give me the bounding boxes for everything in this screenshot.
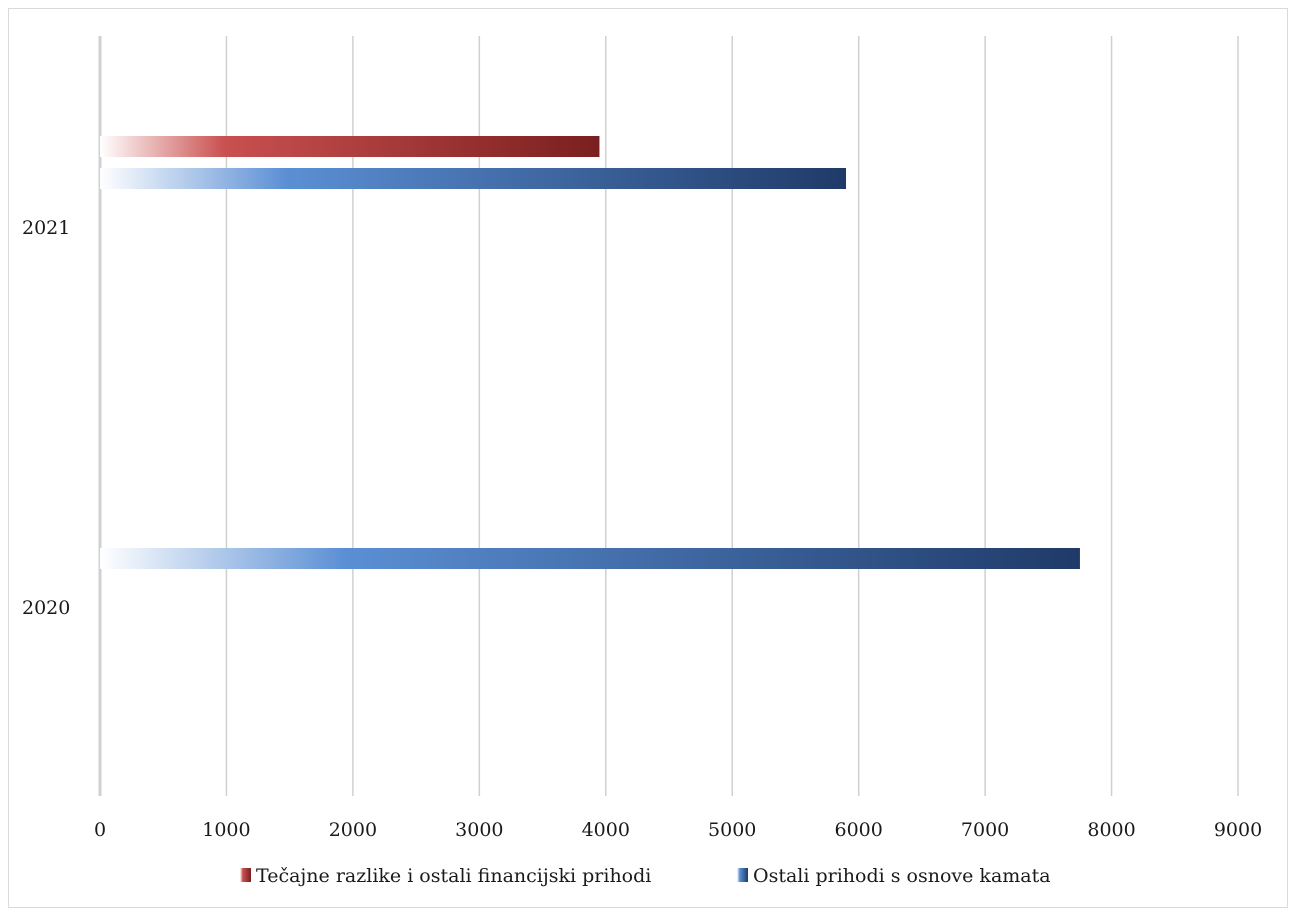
x-tick-label: 1000	[202, 819, 250, 841]
y-axis-categories: 2021 2020	[22, 217, 70, 619]
x-tick-label: 7000	[961, 819, 1009, 841]
legend-label: Ostali prihodi s osnove kamata	[753, 865, 1051, 887]
x-tick-label: 0	[94, 819, 106, 841]
category-label: 2021	[22, 217, 70, 239]
legend: Tečajne razlike i ostali financijski pri…	[240, 865, 1051, 887]
legend-swatch	[737, 868, 748, 882]
gridlines	[98, 36, 1239, 796]
category-label: 2020	[22, 597, 70, 619]
bar-2020-series-1	[100, 548, 1080, 569]
chart-frame	[8, 8, 1288, 908]
x-axis-ticks: 0 1000 2000 3000 4000 5000 6000 7000 8000 9000	[94, 819, 1262, 841]
x-tick-label: 6000	[834, 819, 882, 841]
legend-swatch	[240, 868, 251, 882]
x-tick-label: 9000	[1214, 819, 1262, 841]
x-tick-label: 5000	[708, 819, 756, 841]
bars	[100, 136, 1080, 569]
legend-label: Tečajne razlike i ostali financijski pri…	[256, 865, 651, 887]
x-tick-label: 4000	[582, 819, 630, 841]
x-tick-label: 3000	[455, 819, 503, 841]
x-tick-label: 8000	[1087, 819, 1135, 841]
x-tick-label: 2000	[329, 819, 377, 841]
bar-2021-series-1	[100, 168, 847, 189]
bar-2021-series-0	[100, 136, 600, 157]
